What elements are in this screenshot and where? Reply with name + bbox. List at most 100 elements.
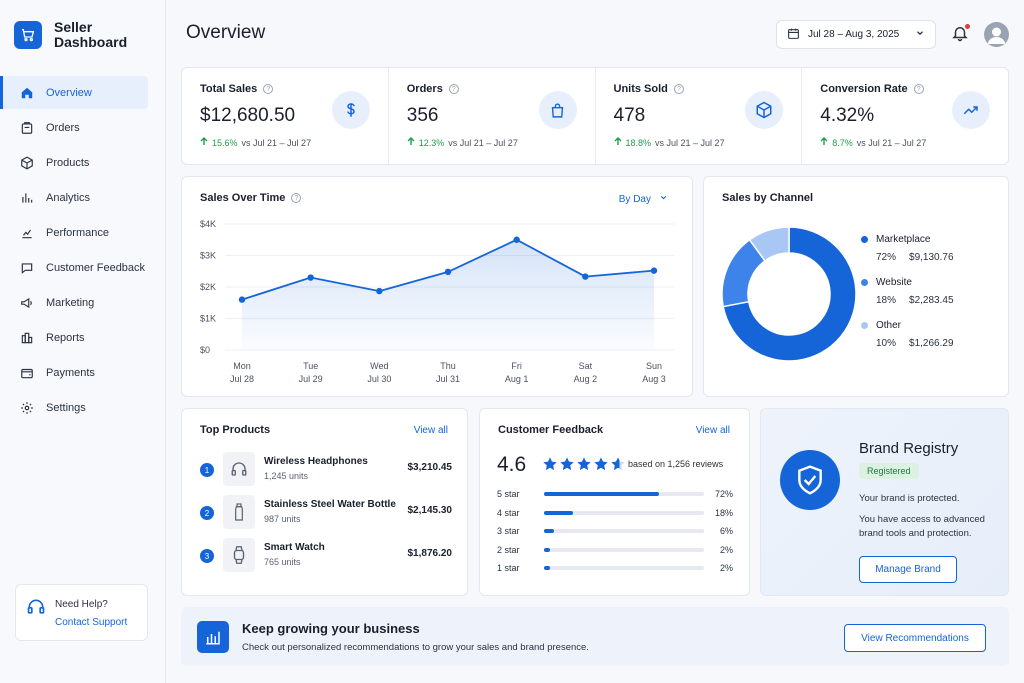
rating-bar-fill [544,566,550,570]
x-tick-date: Jul 31 [436,374,460,384]
manage-brand-button[interactable]: Manage Brand [859,556,957,583]
data-point[interactable] [513,236,520,243]
review-count: based on 1,256 reviews [628,459,724,469]
rating-bar-fill [544,492,660,496]
rating-bar-row: 2 star 2% [497,545,733,555]
sidebar-item-label: Reports [46,331,85,344]
orders-icon [20,121,34,135]
sidebar-item-payments[interactable]: Payments [0,356,148,389]
view-all-feedback-link[interactable]: View all [695,425,730,436]
stat-change: 12.3% vs Jul 21 – Jul 27 [407,137,595,148]
product-name: Stainless Steel Water Bottle [264,499,396,510]
legend-dot [861,236,868,243]
avatar[interactable] [984,22,1009,47]
view-recommendations-button[interactable]: View Recommendations [844,624,986,652]
help-icon[interactable]: ? [913,84,924,94]
box-icon [20,155,34,170]
data-point[interactable] [444,268,452,276]
data-point[interactable] [650,267,658,274]
wallet-icon [20,366,34,380]
product-units: 1,245 units [264,471,309,481]
sidebar-item-label: Marketing [46,296,95,309]
card-title: Customer Feedback [498,424,604,436]
bag-icon [538,91,577,129]
product-row[interactable]: 2 Stainless Steel Water Bottle 987 units… [200,495,452,529]
x-tick-date: Jul 28 [230,374,254,384]
rating-bar-fill [544,547,550,552]
x-tick-date: Aug 3 [642,374,666,384]
card-title: Sales by Channel [722,192,814,204]
rating-bar-row: 4 star 18% [497,508,733,518]
product-row[interactable]: 1 Wireless Headphones 1,245 units $3,210… [200,452,452,486]
contact-support-link[interactable]: Contact Support [55,617,128,628]
gear-icon [20,401,34,415]
star-icon [543,457,557,471]
legend-marketplace: Marketplace 72% $9,130.76 [861,234,954,263]
y-tick-label: $3K [200,251,216,261]
sidebar-item-marketing[interactable]: Marketing [0,286,148,319]
headphones-icon [223,452,255,486]
notifications-button[interactable] [951,24,971,44]
help-icon[interactable]: ? [673,84,684,94]
megaphone-icon [20,296,34,310]
donut-slice-marketplace[interactable] [722,226,857,362]
rating-bar-track [544,529,704,533]
performance-icon [20,226,34,240]
rating-label: 1 star [497,563,520,573]
notification-dot [965,24,970,29]
data-point[interactable] [582,273,589,280]
x-tick-day: Tue [303,361,318,371]
data-point[interactable] [376,287,383,295]
sidebar-item-orders[interactable]: Orders [0,111,148,144]
y-tick-label: $0 [200,345,210,355]
sidebar-item-products[interactable]: Products [0,146,148,179]
rating-bar-row: 1 star 2% [497,563,733,573]
help-icon[interactable]: ? [263,84,274,94]
x-tick-day: Wed [370,361,388,371]
stat-value: 4.32% [820,105,875,126]
view-all-products-link[interactable]: View all [413,425,448,436]
sidebar-item-settings[interactable]: Settings [0,391,148,424]
by-day-dropdown[interactable]: By Day [619,193,668,205]
product-row[interactable]: 3 Smart Watch 765 units $1,876.20 [200,538,452,572]
rank-badge: 1 [200,463,214,477]
arrow-up-icon [407,137,415,148]
help-icon[interactable]: ? [291,193,302,203]
donut-slice-other[interactable] [748,226,790,262]
sidebar-item-overview[interactable]: Overview [0,76,148,109]
help-icon[interactable]: ? [448,84,459,94]
stat-change: 8.7% vs Jul 21 – Jul 27 [820,137,1008,148]
stat-conversion-rate: Conversion Rate? 4.32% 8.7% vs Jul 21 – J… [802,68,1008,164]
home-icon [20,86,34,100]
rating-bar-row: 3 star 6% [497,526,733,536]
cart-logo-icon [14,21,42,49]
stats-row: Total Sales? $12,680.50 15.6% vs Jul 21 –… [181,67,1009,165]
y-tick-label: $1K [200,314,216,324]
channel-donut-chart [721,226,857,362]
stat-units-sold: Units Sold? 478 18.8% vs Jul 21 – Jul 27 [596,68,803,164]
page-title: Overview [186,22,266,43]
sidebar-nav: Overview Orders Products Analytics Perfo… [0,76,166,426]
date-range-picker[interactable]: Jul 28 – Aug 3, 2025 [776,20,936,49]
x-tick-date: Aug 1 [505,374,529,384]
sidebar-item-analytics[interactable]: Analytics [0,181,148,214]
stat-title: Orders? [407,83,595,95]
stat-value: 356 [406,105,439,126]
sidebar-item-customer-feedback[interactable]: Customer Feedback [0,251,148,284]
data-point[interactable] [238,296,246,303]
star-icon [611,457,625,471]
sidebar-item-performance[interactable]: Performance [0,216,148,249]
customer-feedback-card: Customer Feedback View all 4.6 based on … [479,408,750,596]
star-icon [594,457,608,471]
brand-description: You have access to advanced brand tools … [859,514,985,539]
sidebar-item-reports[interactable]: Reports [0,321,148,354]
star-rating [542,456,626,472]
product-name: Wireless Headphones [264,456,368,467]
data-point[interactable] [307,274,314,281]
sales-area [242,239,654,350]
rank-badge: 3 [200,549,214,563]
stat-orders: Orders? 356 12.3% vs Jul 21 – Jul 27 [389,68,596,164]
stat-title: Units Sold? [614,83,802,95]
growth-chart-icon [197,621,229,653]
stat-value: $12,680.50 [200,105,296,126]
